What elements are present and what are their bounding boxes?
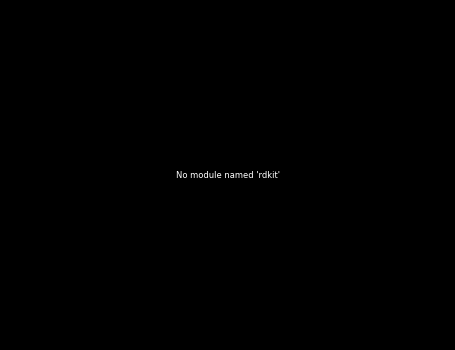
Text: No module named 'rdkit': No module named 'rdkit' bbox=[176, 170, 279, 180]
